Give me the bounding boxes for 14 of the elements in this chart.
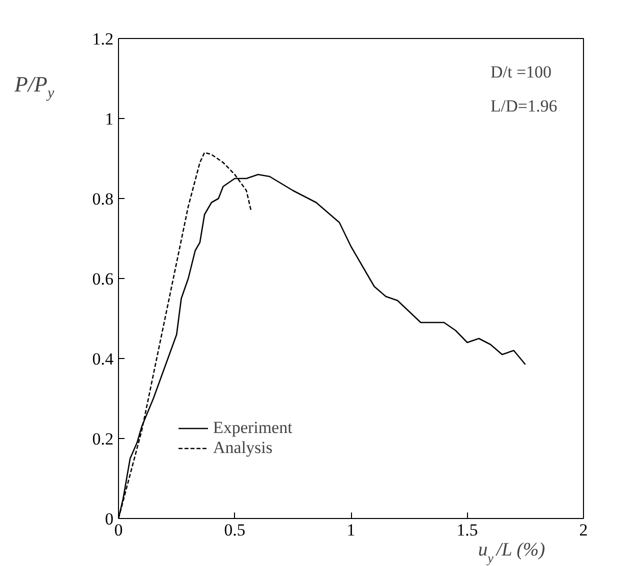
x-tick-label: 2 [579,520,588,540]
annotation: L/D=1.96 [490,96,558,116]
y-tick-label: 0.4 [92,350,114,368]
y-tick-label: 1.2 [92,30,114,48]
legend-label: Experiment [213,418,292,438]
x-tick-label: 1.5 [456,520,478,540]
y-tick-label: 0.2 [92,430,114,448]
y-tick-label: 0.6 [92,270,114,288]
y-tick-label: 1 [105,110,114,128]
y-tick-label: 0.8 [92,190,114,208]
x-tick-label: 1 [346,520,356,540]
annotation: D/t =100 [490,62,552,82]
x-tick-label: 0.5 [224,520,246,540]
legend-label: Analysis [213,438,272,458]
